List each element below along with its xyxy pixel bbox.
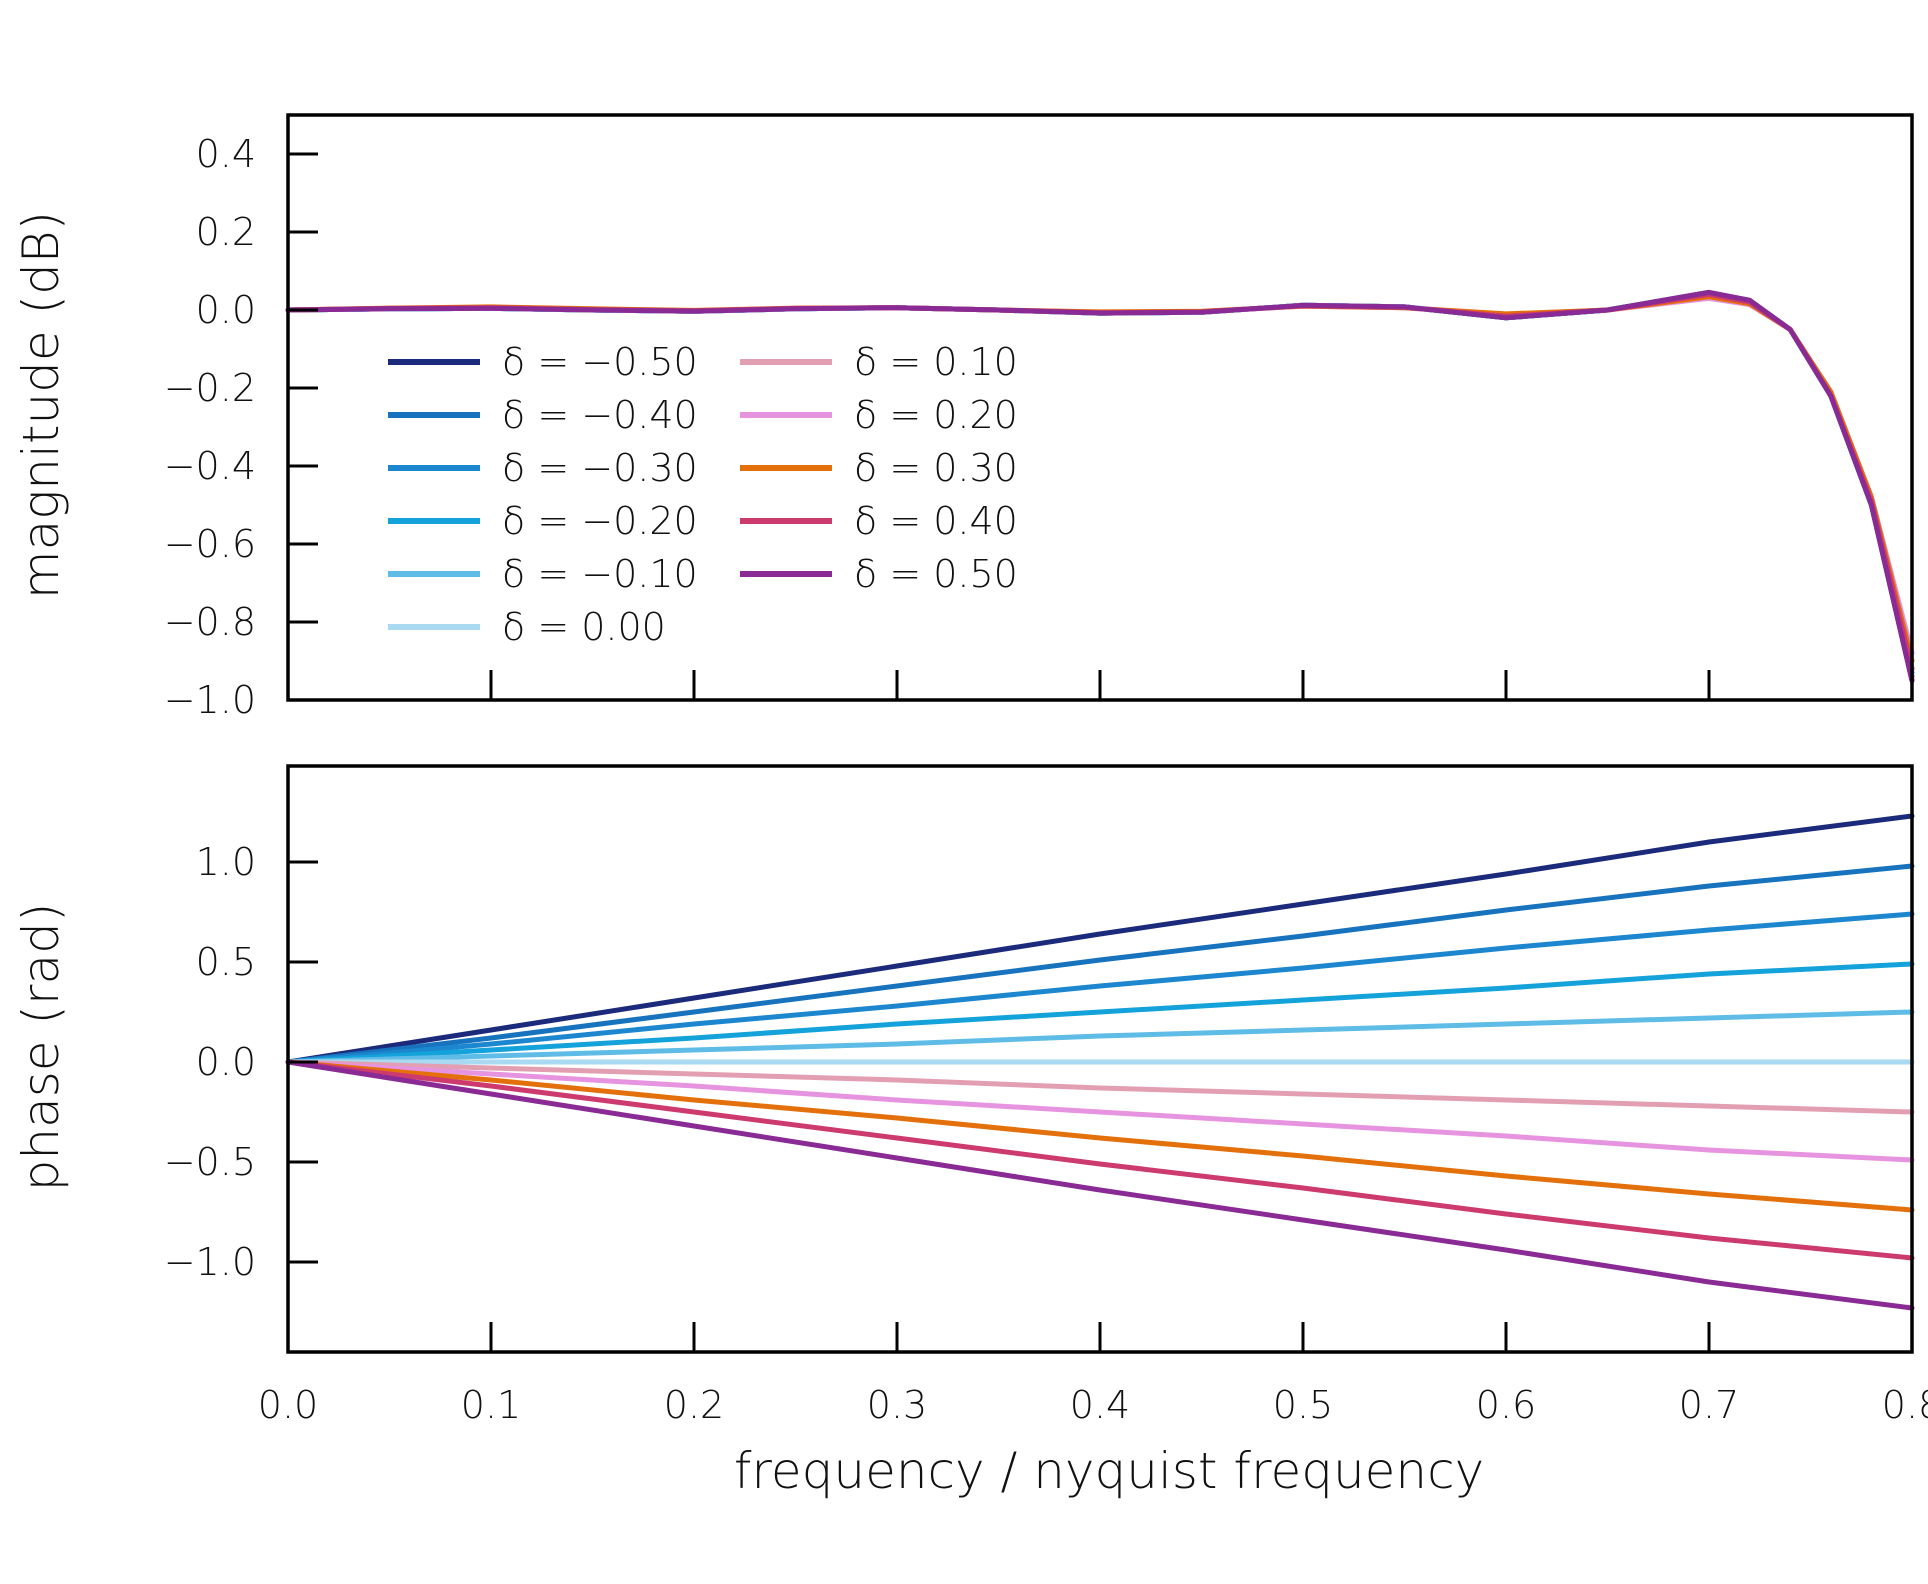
x-tick-label: 0.6 (1476, 1383, 1536, 1427)
phase-x-ticks: 0.0 0.1 0.2 0.3 0.4 0.5 0.6 0.7 0.8 (258, 1322, 1928, 1427)
phase-series-line-2 (285, 911, 1915, 1065)
phase-y-ticks: 1.0 0.5 0.0 −0.5 −1.0 (164, 840, 318, 1284)
x-tick-label: 0.5 (1273, 1383, 1333, 1427)
magnitude-y-axis-title: magnitude (dB) (12, 211, 70, 599)
phase-y-tick-label: 1.0 (196, 840, 256, 884)
magnitude-series-line-10 (285, 289, 1915, 683)
magnitude-plot-frame (286, 113, 1914, 702)
legend: δ = −0.50 δ = −0.40 δ = −0.30 δ = −0.20 δ = … (388, 340, 1018, 649)
magnitude-series-group (285, 289, 1915, 683)
legend-label: δ = 0.50 (854, 552, 1018, 596)
x-tick-label: 0.8 (1882, 1383, 1928, 1427)
legend-label: δ = −0.20 (502, 499, 698, 543)
legend-label: δ = 0.40 (854, 499, 1018, 543)
x-axis-title: frequency / nyquist frequency (734, 1442, 1484, 1500)
phase-series-line-6 (285, 1059, 1915, 1115)
phase-series-line-3 (285, 961, 1915, 1065)
phase-series-line-7 (285, 1059, 1915, 1163)
x-tick-label: 0.3 (867, 1383, 927, 1427)
legend-label: δ = 0.30 (854, 446, 1018, 490)
phase-series-line-4 (285, 1009, 1915, 1065)
magnitude-x-ticks (489, 670, 1711, 700)
phase-series-line-10 (285, 1059, 1915, 1311)
phase-panel: 1.00.50.0−0.5−1.0 0.0 0.1 0.2 0.3 0.4 0.5 0.6 0… (12, 764, 1928, 1500)
magnitude-y-tick-label: −0.2 (164, 366, 256, 410)
magnitude-y-tick-label: −1.0 (164, 678, 256, 722)
magnitude-y-tick-label: −0.6 (164, 522, 256, 566)
phase-plot-frame (286, 764, 1914, 1354)
x-tick-label: 0.1 (461, 1383, 521, 1427)
phase-series-group (285, 813, 1915, 1311)
x-tick-label: 0.0 (258, 1383, 318, 1427)
legend-label: δ = −0.30 (502, 446, 698, 490)
legend-label: δ = −0.10 (502, 552, 698, 596)
x-tick-label: 0.2 (664, 1383, 724, 1427)
phase-series-line-9 (285, 1059, 1915, 1261)
legend-label: δ = 0.20 (854, 393, 1018, 437)
magnitude-y-tick-label: 0.0 (196, 288, 256, 332)
legend-label: δ = −0.40 (502, 393, 698, 437)
legend-label: δ = 0.00 (502, 605, 666, 649)
phase-y-tick-label: 0.0 (196, 1040, 256, 1084)
x-tick-label: 0.4 (1070, 1383, 1130, 1427)
magnitude-y-tick-label: 0.4 (196, 132, 256, 176)
phase-series-line-8 (285, 1059, 1915, 1213)
phase-y-tick-label: −1.0 (164, 1240, 256, 1284)
legend-label: δ = 0.10 (854, 340, 1018, 384)
phase-series-line-1 (285, 863, 1915, 1065)
legend-label: δ = −0.50 (502, 340, 698, 384)
phase-series-line-0 (285, 813, 1915, 1065)
magnitude-y-tick-label: −0.4 (164, 444, 256, 488)
magnitude-y-tick-label: −0.8 (164, 600, 256, 644)
phase-y-tick-label: 0.5 (196, 940, 256, 984)
phase-y-axis-title: phase (rad) (12, 903, 70, 1192)
phase-y-tick-label: −0.5 (164, 1140, 256, 1184)
magnitude-y-ticks: 0.4 0.2 0.0 −0.2 −0.4 −0.6 −0.8 −1.0 (164, 132, 318, 722)
x-tick-label: 0.7 (1679, 1383, 1739, 1427)
magnitude-y-tick-label: 0.2 (196, 210, 256, 254)
magnitude-panel: 0.4 0.2 0.0 −0.2 −0.4 −0.6 −0.8 −1.0 magnitude … (12, 113, 1915, 722)
